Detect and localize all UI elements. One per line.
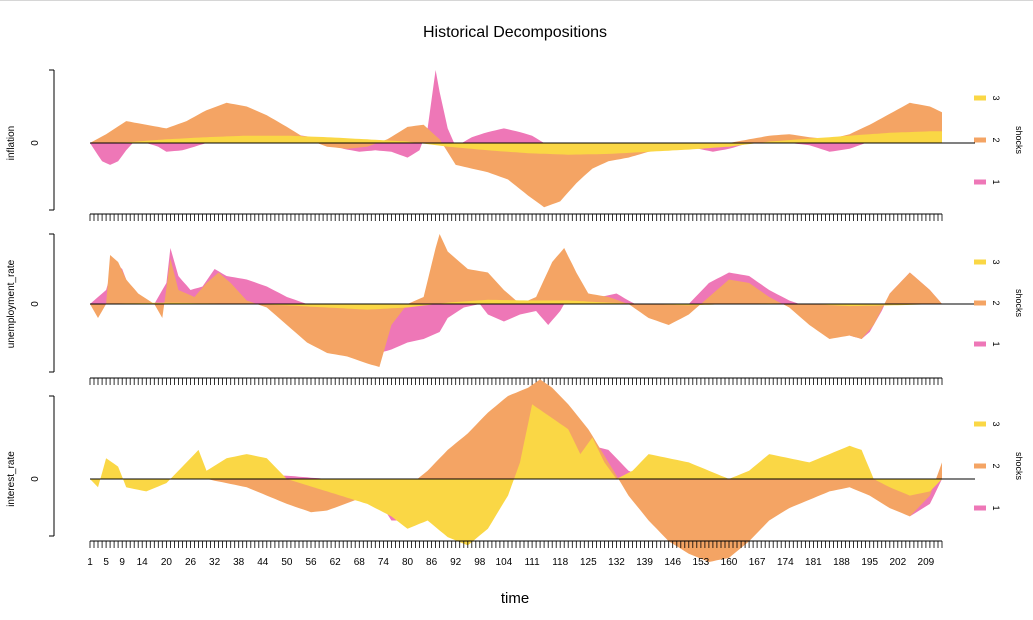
x-tick-label: 104 <box>496 557 513 568</box>
area-shock-1 <box>90 248 942 353</box>
y-axis-label: inflation <box>6 126 17 160</box>
x-minor-ticks <box>89 214 943 221</box>
area-shock-3 <box>90 299 942 310</box>
y-zero-tick-label: 0 <box>30 476 41 482</box>
x-tick-label: 92 <box>450 557 462 568</box>
x-axis-label: time <box>501 590 529 607</box>
legend-label-3: 3 <box>991 259 1001 264</box>
x-tick-label: 125 <box>580 557 597 568</box>
x-tick-label: 56 <box>305 557 317 568</box>
legend-swatch-2 <box>974 137 986 143</box>
legend-interest_rate: 3 2 1 shocks <box>974 421 1024 511</box>
x-tick-label: 209 <box>918 557 935 568</box>
x-tick-label: 118 <box>552 557 568 568</box>
legend-label-3: 3 <box>991 95 1001 100</box>
y-axis-label: unemployment_rate <box>6 259 17 348</box>
chart-title: Historical Decompositions <box>423 24 607 41</box>
x-tick-label: 132 <box>608 557 625 568</box>
legend-swatch-3 <box>974 421 986 427</box>
x-minor-ticks <box>89 541 943 548</box>
x-tick-label: 20 <box>161 557 173 568</box>
panel-inflation: 0 inflation 3 2 1 shocks <box>6 69 1024 221</box>
x-tick-label: 80 <box>402 557 414 568</box>
x-tick-label: 167 <box>749 557 766 568</box>
x-tick-label: 68 <box>354 557 366 568</box>
panel-unemployment_rate: 0 unemployment_rate 3 2 1 shocks <box>6 233 1024 385</box>
legend-swatch-2 <box>974 300 986 306</box>
x-tick-label: 139 <box>636 557 653 568</box>
legend-title: shocks <box>1014 452 1024 481</box>
legend-label-2: 2 <box>991 300 1001 305</box>
legend-swatch-2 <box>974 463 986 469</box>
legend-swatch-3 <box>974 95 986 101</box>
x-tick-label: 202 <box>889 557 906 568</box>
x-tick-label: 98 <box>474 557 486 568</box>
x-tick-label: 111 <box>524 557 540 568</box>
x-tick-label: 174 <box>777 557 794 568</box>
x-tick-label: 50 <box>281 557 293 568</box>
x-tick-label: 1 <box>87 557 93 568</box>
legend-label-2: 2 <box>991 463 1001 468</box>
x-tick-label: 26 <box>185 557 197 568</box>
legend-label-1: 1 <box>991 179 1001 184</box>
x-tick-label: 86 <box>426 557 438 568</box>
legend-swatch-1 <box>974 179 986 185</box>
area-shock-2 <box>90 379 942 562</box>
legend-title: shocks <box>1014 289 1024 318</box>
x-tick-label: 62 <box>330 557 342 568</box>
legend-title: shocks <box>1014 126 1024 155</box>
legend-swatch-1 <box>974 505 986 511</box>
x-minor-ticks <box>89 378 943 385</box>
legend-swatch-3 <box>974 259 986 265</box>
panels: 0 inflation 3 2 1 shocks 0 unemployment_rate 3 2 1… <box>6 69 1024 562</box>
legend-label-1: 1 <box>991 505 1001 510</box>
x-tick-label: 181 <box>805 557 822 568</box>
area-shock-2 <box>90 102 942 208</box>
x-axis: 1 5 9 14 20 26 32 38 44 50 56 62 68 74 80 86 92 98 104 111 1… <box>87 557 934 568</box>
x-tick-label: 153 <box>693 557 710 568</box>
legend-label-3: 3 <box>991 421 1001 426</box>
x-tick-label: 195 <box>861 557 878 568</box>
legend-label-2: 2 <box>991 137 1001 142</box>
x-tick-label: 44 <box>257 557 269 568</box>
legend-unemployment_rate: 3 2 1 shocks <box>974 259 1024 347</box>
area-shock-3 <box>90 404 942 546</box>
panel-interest_rate: 0 interest_rate 3 2 1 shocks <box>6 379 1024 562</box>
x-tick-label: 188 <box>833 557 850 568</box>
legend-inflation: 3 2 1 shocks <box>974 95 1024 185</box>
x-tick-label: 32 <box>209 557 221 568</box>
x-tick-label: 14 <box>137 557 149 568</box>
x-tick-label: 9 <box>119 557 125 568</box>
legend-swatch-1 <box>974 341 986 347</box>
x-tick-label: 146 <box>664 557 681 568</box>
x-tick-label: 74 <box>378 557 390 568</box>
y-axis-label: interest_rate <box>6 451 17 507</box>
y-zero-tick-label: 0 <box>30 301 41 307</box>
x-tick-label: 5 <box>103 557 109 568</box>
x-tick-label: 38 <box>233 557 245 568</box>
legend-label-1: 1 <box>991 341 1001 346</box>
x-tick-label: 160 <box>721 557 738 568</box>
y-zero-tick-label: 0 <box>30 140 41 146</box>
